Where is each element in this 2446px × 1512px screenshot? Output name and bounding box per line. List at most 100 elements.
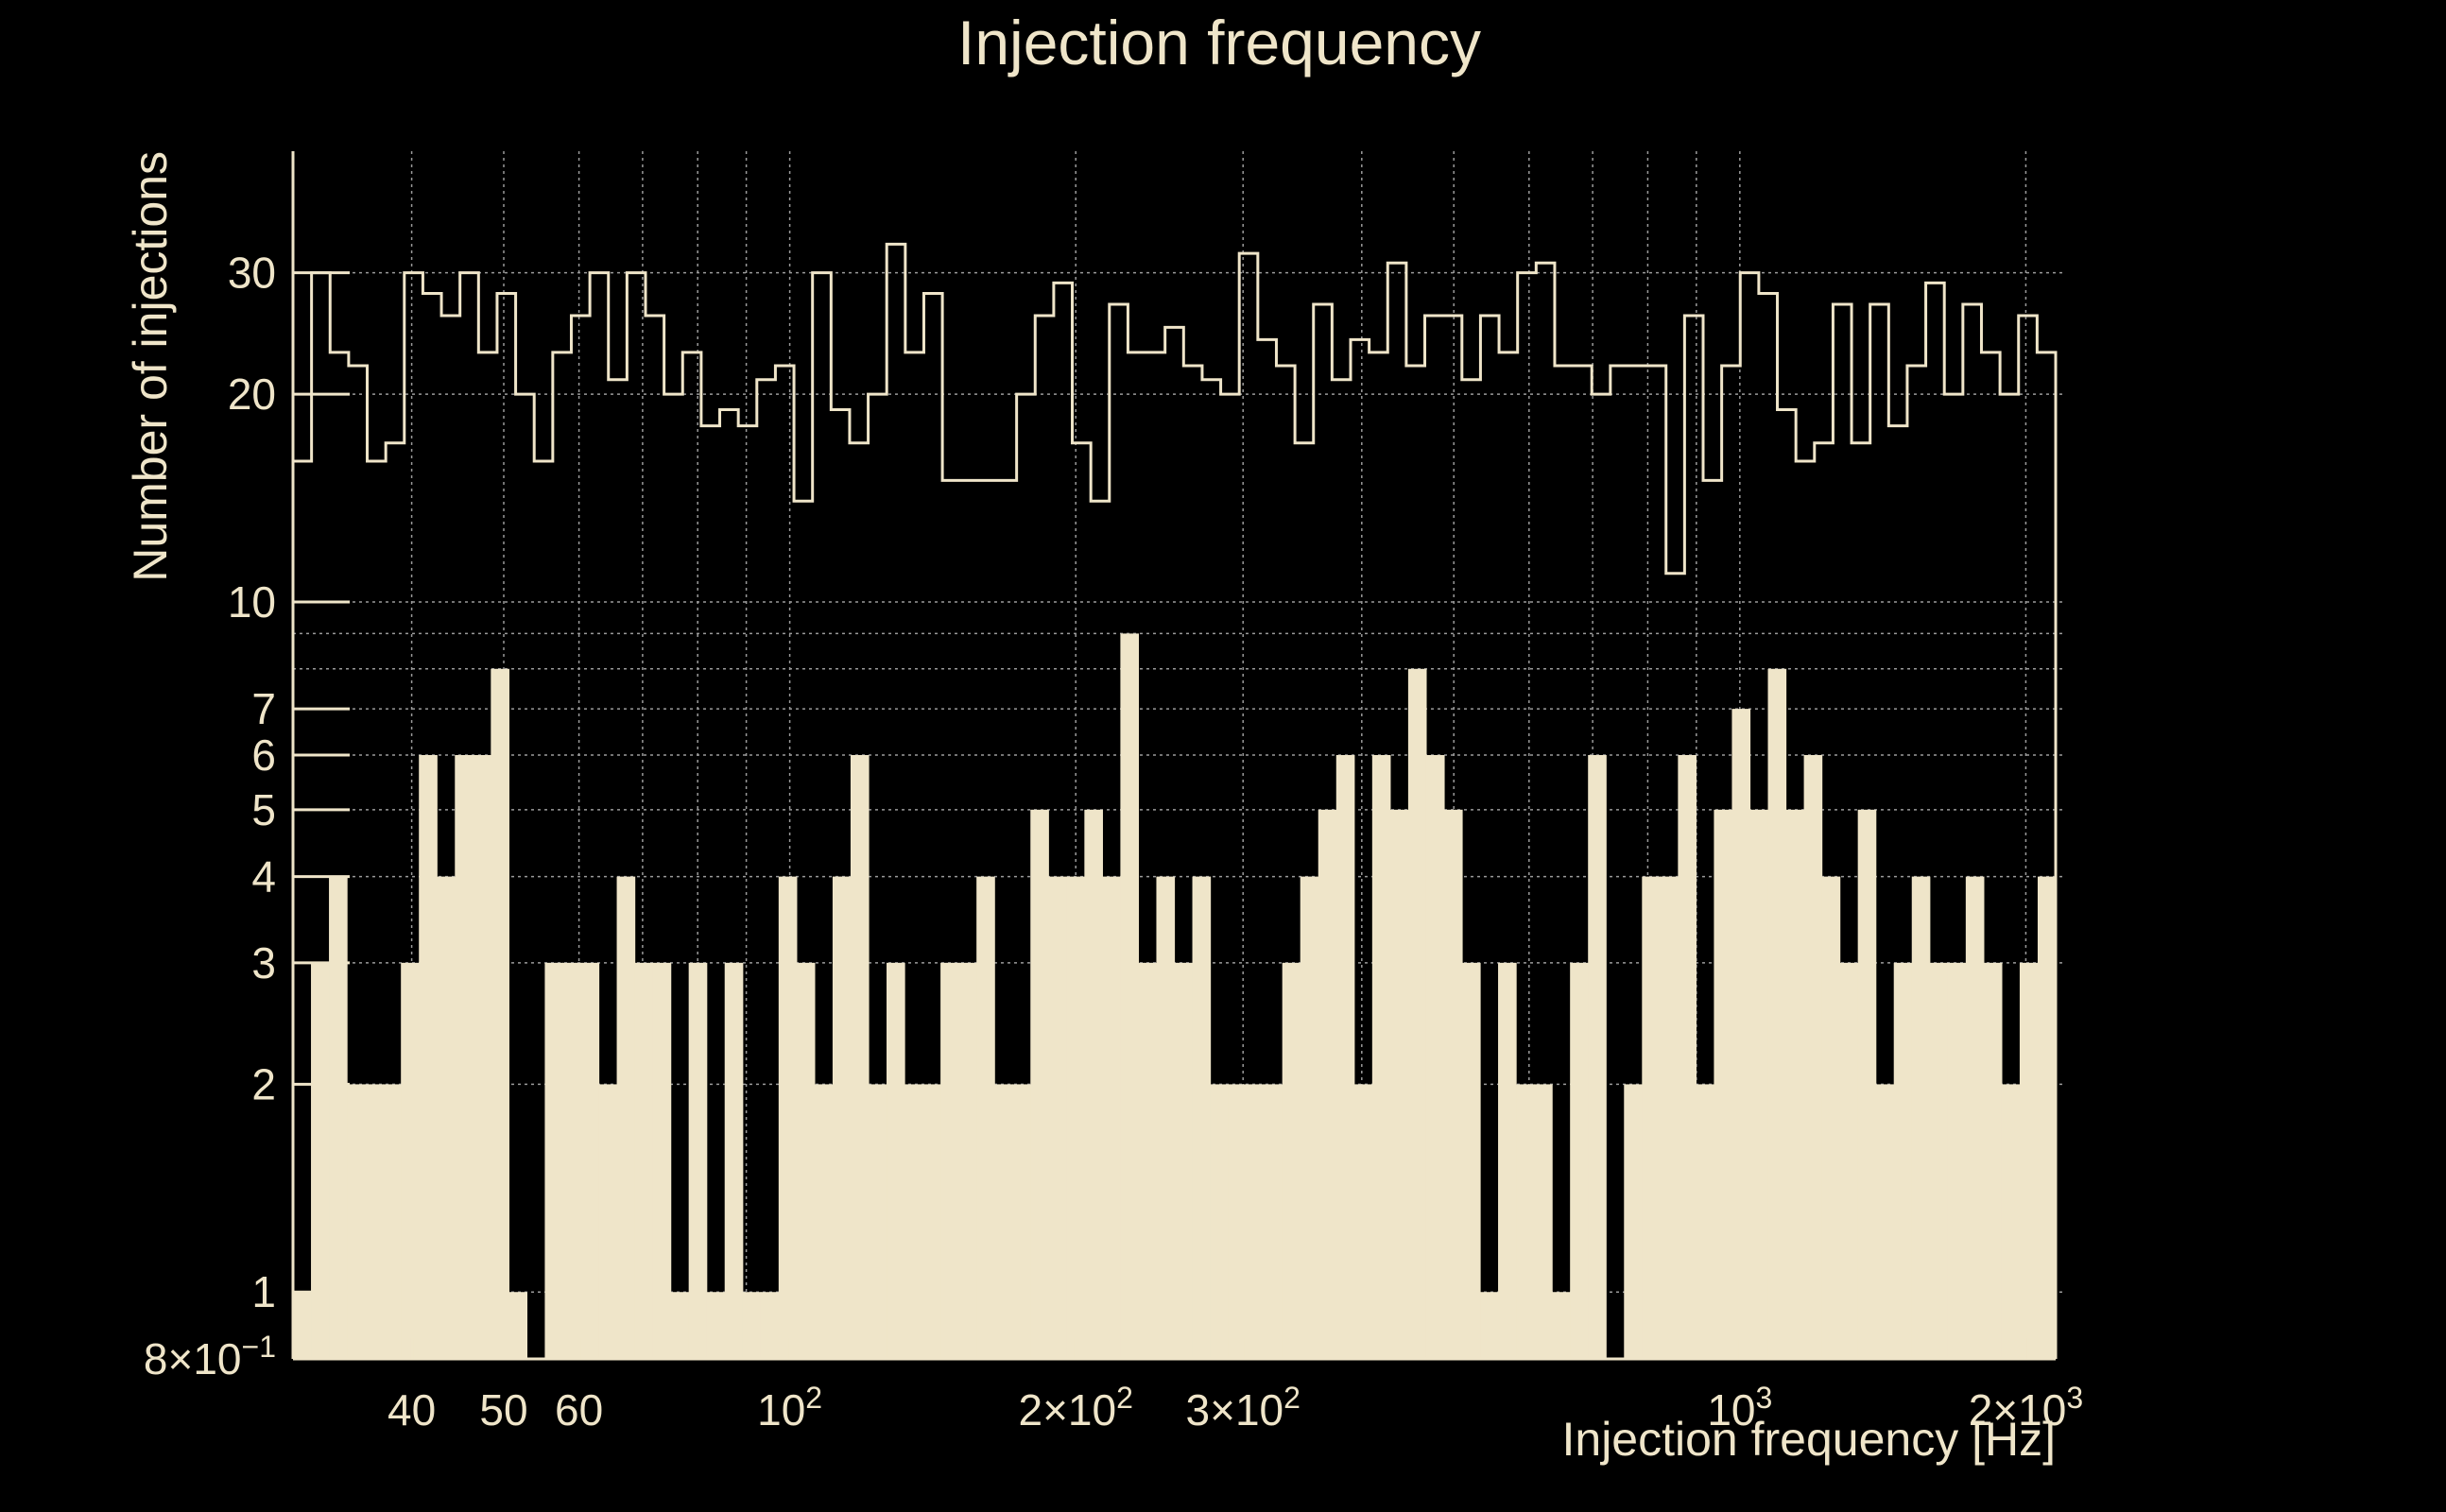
histogram-bar	[1174, 962, 1194, 1359]
histogram-bar	[1192, 876, 1212, 1359]
x-axis-label: Injection frequency [Hz]	[1562, 1413, 2057, 1466]
histogram-bar	[742, 1292, 762, 1359]
histogram-bar	[1335, 755, 1355, 1359]
histogram-bar	[1534, 1084, 1553, 1359]
histogram-bar	[1821, 876, 1841, 1359]
y-tick-label: 10	[228, 577, 276, 627]
histogram-bar	[1516, 1084, 1535, 1359]
histogram-bar	[1929, 962, 1949, 1359]
histogram-bar	[922, 1084, 941, 1359]
histogram-bar	[1012, 1084, 1031, 1359]
histogram-bar	[1911, 876, 1931, 1359]
histogram-bar	[1552, 1292, 1571, 1359]
histogram-bar	[2019, 962, 2039, 1359]
histogram-bar	[580, 962, 600, 1359]
histogram-bar	[868, 1084, 887, 1359]
histogram-bar	[419, 755, 438, 1359]
histogram-bar	[1857, 809, 1877, 1359]
histogram-bar	[1803, 755, 1823, 1359]
histogram-bar	[2037, 876, 2057, 1359]
histogram-bar	[832, 876, 852, 1359]
histogram-bar	[455, 755, 474, 1359]
histogram-bar	[508, 1292, 527, 1359]
histogram-bar	[1875, 1084, 1895, 1359]
histogram-bar	[1714, 809, 1733, 1359]
histogram-bar	[1246, 1084, 1266, 1359]
histogram-bar	[1767, 668, 1787, 1359]
histogram-bar	[1102, 876, 1122, 1359]
histogram-bar	[670, 1292, 690, 1359]
histogram-bar	[1030, 809, 1049, 1359]
histogram-bar	[1839, 962, 1859, 1359]
histogram-bar	[1138, 962, 1158, 1359]
histogram-bar	[293, 1292, 312, 1359]
histogram-bar	[652, 962, 672, 1359]
histogram-bar	[1660, 876, 1679, 1359]
histogram-bar	[491, 668, 509, 1359]
x-tick-label: 40	[388, 1385, 436, 1435]
histogram-bar	[1407, 668, 1427, 1359]
histogram-bar	[994, 1084, 1013, 1359]
histogram-bar	[544, 962, 564, 1359]
tick-labels: 40 50 60 102 2×102 3×102 103 2×1038×10−11234567…	[144, 249, 2083, 1435]
histogram-bar	[706, 1292, 726, 1359]
histogram-bar	[598, 1084, 618, 1359]
y-tick-label: 5	[251, 785, 276, 834]
histogram-bar	[814, 1084, 834, 1359]
histogram-bar	[1588, 755, 1607, 1359]
histogram-bar	[1264, 1084, 1283, 1359]
histogram-bar	[1228, 1084, 1248, 1359]
histogram-bar	[1353, 1084, 1373, 1359]
histogram-bar	[1731, 709, 1751, 1359]
histogram-bar	[1371, 755, 1391, 1359]
histogram-bar	[365, 1084, 384, 1359]
histogram-bar	[940, 962, 959, 1359]
y-tick-label: 20	[228, 369, 276, 419]
histogram-bar	[904, 1084, 923, 1359]
histogram-bar	[1893, 962, 1913, 1359]
y-tick-label: 3	[251, 938, 276, 988]
y-tick-label: 2	[251, 1059, 276, 1108]
y-tick-label: 7	[251, 684, 276, 733]
histogram-bar	[634, 962, 654, 1359]
step-series-line	[291, 242, 2058, 1359]
step-histogram	[291, 242, 2058, 1359]
y-tick-label: 1	[251, 1267, 276, 1316]
histogram-bar	[401, 962, 420, 1359]
histogram-bar	[437, 876, 456, 1359]
histogram-bar	[1570, 962, 1589, 1359]
histogram-bar	[1066, 876, 1085, 1359]
histogram-bar	[1300, 876, 1319, 1359]
histogram-bar	[383, 1084, 402, 1359]
histogram-bar	[778, 876, 798, 1359]
x-tick-label: 2×102	[1018, 1381, 1132, 1435]
y-tick-label: 30	[228, 249, 276, 298]
histogram-bar	[724, 962, 744, 1359]
y-axis-label: Number of injections	[124, 151, 177, 582]
histogram-bar	[1947, 962, 1967, 1359]
histogram-bar	[562, 962, 582, 1359]
y-tick-label: 6	[251, 730, 276, 780]
histogram-bar	[473, 755, 491, 1359]
histogram-bar	[1156, 876, 1176, 1359]
histogram-bar	[2001, 1084, 2021, 1359]
histogram-bar	[850, 755, 870, 1359]
histogram-bar	[760, 1292, 780, 1359]
histogram-bar	[1696, 1084, 1715, 1359]
histogram-bar	[1389, 809, 1409, 1359]
histogram-bar	[1318, 809, 1337, 1359]
x-tick-label: 50	[479, 1385, 527, 1435]
histogram-bar	[1210, 1084, 1230, 1359]
histogram-bar	[347, 1084, 366, 1359]
filled-histogram	[293, 633, 2057, 1359]
histogram-bar	[1120, 633, 1140, 1359]
histogram-bar	[796, 962, 816, 1359]
x-tick-label: 60	[555, 1385, 603, 1435]
histogram-bar	[1749, 809, 1769, 1359]
histogram-bar	[1084, 809, 1103, 1359]
histogram-bar	[1048, 876, 1067, 1359]
histogram-bar	[1282, 962, 1301, 1359]
histogram-bar	[1678, 755, 1697, 1359]
histogram-bar	[1498, 962, 1517, 1359]
